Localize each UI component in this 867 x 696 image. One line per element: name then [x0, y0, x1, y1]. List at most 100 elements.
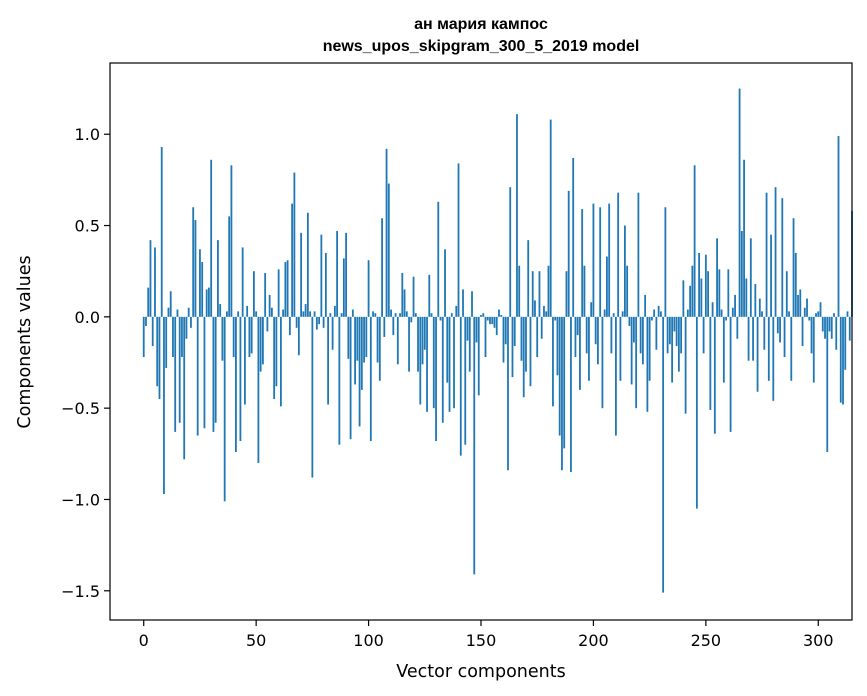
- bar-component-69: [297, 316, 300, 356]
- bar-component-211: [617, 192, 620, 317]
- bar-component-189: [567, 190, 570, 317]
- bar-component-88: [340, 313, 343, 317]
- bar-component-159: [500, 315, 503, 317]
- bar-component-259: [725, 316, 727, 321]
- x-tick-label: 250: [691, 631, 722, 650]
- bar-component-113: [396, 316, 399, 365]
- bar-component-241: [684, 316, 687, 414]
- bar-component-201: [594, 316, 597, 345]
- bar-component-212: [619, 316, 622, 381]
- bar-component-249: [702, 316, 705, 354]
- bar-component-68: [295, 316, 298, 328]
- bar-component-114: [399, 313, 401, 317]
- bar-component-31: [212, 316, 215, 432]
- bar-component-181: [549, 119, 552, 317]
- bar-component-282: [776, 316, 779, 334]
- bar-component-19: [185, 316, 188, 339]
- bar-component-280: [772, 316, 775, 401]
- bar-component-79: [320, 234, 323, 317]
- bar-component-8: [160, 147, 163, 317]
- bar-component-109: [387, 183, 390, 317]
- bars-group: [142, 88, 853, 593]
- bar-component-72: [304, 304, 307, 317]
- bar-component-222: [641, 316, 644, 365]
- bar-component-126: [426, 316, 428, 412]
- bar-component-24: [196, 316, 199, 436]
- bar-component-54: [264, 273, 267, 317]
- bar-component-289: [792, 218, 795, 317]
- bar-component-90: [345, 232, 347, 317]
- bar-component-147: [473, 316, 476, 575]
- bar-component-66: [291, 203, 294, 317]
- bar-component-269: [747, 316, 750, 361]
- bar-component-199: [590, 302, 593, 317]
- bar-component-125: [423, 316, 426, 350]
- bar-component-233: [666, 316, 669, 354]
- bar-component-48: [250, 316, 253, 354]
- bar-component-302: [821, 316, 824, 332]
- bar-component-255: [716, 238, 718, 317]
- bar-component-74: [309, 311, 312, 317]
- bar-component-284: [781, 198, 784, 317]
- bar-component-167: [518, 265, 521, 317]
- bar-component-0: [142, 316, 145, 358]
- bar-component-58: [273, 316, 276, 400]
- bar-component-118: [408, 316, 410, 372]
- y-axis-ticks: 1.0 0.5 0.0 −0.5 −1.0 −1.5: [61, 125, 110, 601]
- bar-component-95: [356, 316, 359, 361]
- y-tick-label: −1.5: [61, 582, 100, 601]
- bar-component-71: [302, 311, 305, 317]
- bar-component-100: [367, 260, 370, 317]
- bar-component-172: [529, 316, 532, 387]
- bar-component-197: [585, 316, 588, 354]
- bar-component-217: [630, 316, 633, 385]
- bar-component-30: [210, 159, 213, 317]
- bar-component-9: [163, 316, 165, 494]
- bar-component-240: [682, 280, 685, 317]
- bar-component-45: [244, 316, 246, 405]
- bar-component-97: [360, 316, 363, 390]
- bar-component-110: [390, 309, 392, 317]
- bar-component-231: [662, 316, 665, 593]
- bar-component-92: [349, 316, 352, 440]
- bar-component-281: [774, 187, 777, 317]
- bar-component-221: [639, 316, 642, 354]
- bar-component-274: [758, 298, 761, 317]
- bar-component-146: [471, 291, 473, 317]
- bar-component-177: [540, 316, 543, 339]
- bar-component-170: [525, 316, 527, 372]
- x-tick-label: 100: [353, 631, 384, 650]
- y-tick-label: 1.0: [75, 125, 100, 144]
- plot-frame: [109, 62, 853, 621]
- bar-component-36: [223, 316, 226, 502]
- bar-component-132: [439, 316, 442, 321]
- bar-component-244: [691, 265, 694, 317]
- y-axis-label: Components values: [15, 255, 35, 428]
- bar-component-271: [752, 316, 754, 361]
- bar-component-151: [482, 313, 485, 317]
- bar-component-299: [815, 313, 817, 317]
- bar-component-1: [145, 316, 147, 326]
- bar-component-155: [491, 316, 494, 325]
- bar-component-202: [597, 316, 599, 365]
- bar-component-34: [219, 304, 222, 317]
- bar-component-209: [612, 313, 615, 317]
- bar-component-310: [839, 316, 842, 403]
- bar-component-60: [277, 269, 280, 317]
- bar-component-293: [801, 316, 804, 347]
- bar-component-108: [385, 148, 388, 317]
- bar-component-14: [174, 316, 177, 432]
- bar-component-219: [635, 316, 638, 409]
- bar-component-130: [435, 316, 437, 442]
- bar-component-70: [300, 232, 303, 317]
- bar-component-312: [844, 316, 847, 370]
- bar-component-102: [372, 311, 374, 317]
- bar-component-52: [259, 316, 262, 372]
- bar-component-32: [214, 316, 217, 423]
- bar-component-207: [608, 203, 611, 317]
- bar-component-105: [378, 316, 381, 381]
- bar-component-43: [239, 316, 242, 442]
- bar-component-111: [392, 316, 395, 336]
- bar-component-288: [790, 316, 793, 381]
- bar-component-210: [615, 316, 617, 436]
